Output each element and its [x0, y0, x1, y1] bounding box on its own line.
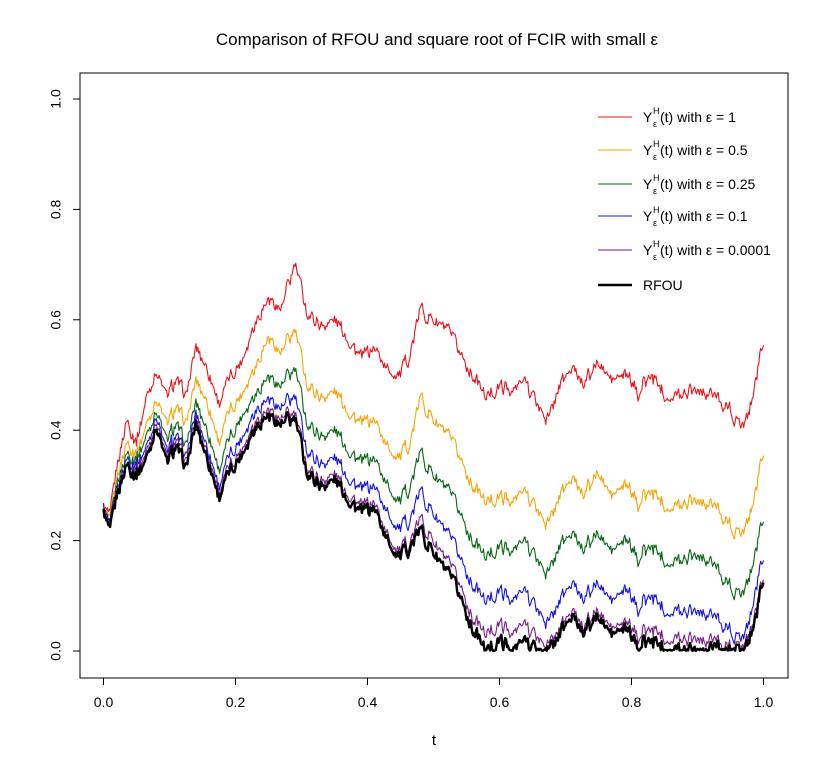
series-line-eps_1 [102, 262, 765, 513]
legend: Y Hε (t) with ε = 1Y Hε (t) with ε = 0.5Y Hε(… [598, 106, 771, 293]
legend-label-rest: (t) with ε = 0.1 [660, 208, 748, 224]
legend-label-sup: H [653, 173, 660, 183]
legend-label-main: Y [643, 176, 653, 192]
legend-label-main: Y [643, 142, 653, 158]
x-axis-label: t [432, 732, 437, 749]
legend-label-main: RFOU [643, 277, 683, 293]
legend-label-main: Y [643, 109, 653, 125]
series-line-eps_0.25 [102, 366, 765, 601]
y-tick-label: 0.0 [48, 641, 64, 661]
x-tick-label: 0.6 [490, 694, 510, 710]
legend-label-rest: (t) with ε = 0.5 [660, 142, 748, 158]
legend-label-sub: ε [653, 119, 657, 129]
series-line-eps_0.1 [102, 392, 765, 645]
legend-label-sup: H [653, 139, 660, 149]
legend-label-main: Y [643, 208, 653, 224]
y-tick-label: 0.2 [48, 531, 64, 551]
legend-label-sup: H [653, 106, 660, 116]
chart-title: Comparison of RFOU and square root of FC… [216, 30, 659, 49]
legend-label-sup: H [653, 239, 660, 249]
x-tick-label: 0.4 [358, 694, 378, 710]
y-tick-label: 0.8 [48, 199, 64, 219]
y-tick-label: 0.6 [48, 310, 64, 330]
y-tick-label: 0.4 [48, 420, 64, 440]
series-line-eps_0.0001 [102, 406, 765, 652]
series-line-eps_0.5 [102, 328, 765, 540]
legend-label-sub: ε [653, 218, 657, 228]
legend-label-sub: ε [653, 252, 657, 262]
x-tick-label: 0.0 [94, 694, 114, 710]
legend-label-rest: (t) with ε = 1 [660, 109, 736, 125]
legend-label-sup: H [653, 205, 660, 215]
y-tick-label: 1.0 [48, 89, 64, 109]
y-axis: 0.0 0.2 0.4 0.6 0.8 1.0 [48, 89, 81, 661]
legend-label-rest: (t) with ε = 0.0001 [660, 242, 771, 258]
x-tick-label: 0.8 [622, 694, 642, 710]
x-tick-label: 0.2 [226, 694, 246, 710]
legend-label-sub: ε [653, 186, 657, 196]
x-axis: 0.0 0.2 0.4 0.6 0.8 1.0 [94, 677, 774, 710]
legend-label-sub: ε [653, 152, 657, 162]
legend-label-main: Y [643, 242, 653, 258]
legend-label-rest: (t) with ε = 0.25 [660, 176, 756, 192]
x-tick-label: 1.0 [754, 694, 774, 710]
series-group [102, 262, 765, 653]
plot-frame [79, 72, 789, 679]
series-line-rfou [102, 411, 765, 653]
